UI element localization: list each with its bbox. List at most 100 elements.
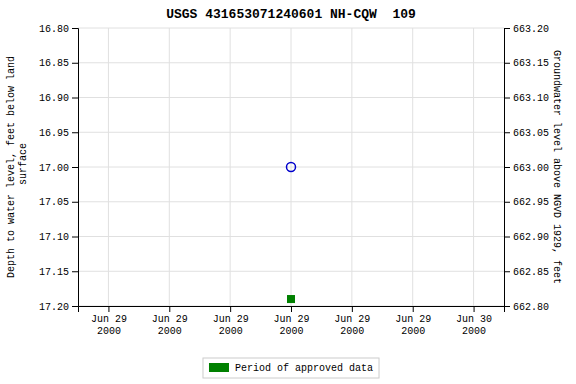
legend-item: Period of approved data: [209, 363, 373, 374]
tick-mark: [504, 63, 510, 64]
tick-label: 17.20: [39, 302, 69, 313]
tick-mark: [108, 306, 109, 312]
tick: 663.20: [504, 24, 549, 35]
tick-mark: [504, 237, 510, 238]
legend-swatch: [209, 363, 229, 372]
grid-line: [291, 28, 292, 306]
legend-frame: [203, 358, 379, 378]
tick-mark: [504, 167, 510, 168]
y2-axis: 663.20 663.15 663.10 663.05 663.00 662.95 662.…: [504, 24, 549, 313]
tick: 17.15: [39, 267, 78, 278]
tick-label: 16.90: [39, 93, 69, 104]
tick-label-line: Jun 29: [152, 314, 188, 325]
tick-mark: [72, 271, 78, 272]
series: [287, 163, 296, 172]
tick-label-line: Jun 29: [334, 314, 370, 325]
tick: Jun 302000: [456, 306, 492, 337]
tick: 16.95: [39, 128, 78, 139]
axis-line: [79, 307, 505, 313]
tick: 662.85: [504, 267, 549, 278]
tick-label: Jun 302000: [456, 314, 492, 337]
tick-mark: [72, 167, 78, 168]
tick-label: 16.95: [39, 128, 69, 139]
tick-mark: [72, 132, 78, 133]
tick: Jun 292000: [273, 306, 309, 337]
tick-label: 662.90: [513, 232, 549, 243]
tick-label-line: Jun 30: [456, 314, 492, 325]
tick-label: Jun 292000: [152, 314, 188, 337]
tick: 16.85: [39, 58, 78, 69]
tick-label-line: 2000: [340, 326, 364, 337]
tick-label: 17.05: [39, 197, 69, 208]
tick: 17.05: [39, 197, 78, 208]
tick-label: Jun 292000: [91, 314, 127, 337]
tick-mark: [474, 306, 475, 312]
tick-mark: [291, 306, 292, 312]
tick: Jun 292000: [395, 306, 431, 337]
plot: 16.80 16.85 16.90 16.95 17.00 17.05 17.10 17.15…: [39, 24, 549, 337]
tick-mark: [504, 271, 510, 272]
tick: 662.95: [504, 197, 549, 208]
tick-label: 663.20: [513, 24, 549, 35]
tick-label: Jun 292000: [395, 314, 431, 337]
marks: [287, 163, 296, 303]
tick-label: 662.95: [513, 197, 549, 208]
tick-label: 17.00: [39, 163, 69, 174]
tick-label: 662.80: [513, 302, 549, 313]
grid: [78, 28, 504, 306]
tick: 662.90: [504, 232, 549, 243]
tick-mark: [169, 306, 170, 312]
tick-mark: [504, 28, 510, 29]
y2-axis-title: Groundwater level above NGVD 1929, feet: [551, 50, 562, 284]
tick: 16.80: [39, 24, 78, 35]
tick-label-line: Jun 29: [213, 314, 249, 325]
tick-label-line: 2000: [462, 326, 486, 337]
tick-mark: [413, 306, 414, 312]
tick-label: 663.00: [513, 163, 549, 174]
grid-line: [108, 28, 109, 306]
tick-label: Jun 292000: [213, 314, 249, 337]
tick-label-line: Jun 29: [91, 314, 127, 325]
tick: 663.10: [504, 93, 549, 104]
tick-label: Jun 292000: [334, 314, 370, 337]
y-axis-title-line: surface: [18, 143, 29, 191]
tick-label-line: 2000: [279, 326, 303, 337]
axis-line: [72, 29, 79, 307]
tick-label: 16.80: [39, 24, 69, 35]
tick: Jun 292000: [152, 306, 188, 337]
background: [0, 0, 576, 384]
grid-line: [473, 28, 474, 306]
tick: 663.15: [504, 58, 549, 69]
tick-label-line: Jun 29: [395, 314, 431, 325]
tick-label-line: Jun 29: [273, 314, 309, 325]
tick: 663.05: [504, 128, 549, 139]
tick-label: 16.85: [39, 58, 69, 69]
grid-line: [412, 28, 413, 306]
tick: 17.20: [39, 302, 78, 313]
tick-label-line: 2000: [97, 326, 121, 337]
tick-label: Jun 292000: [273, 314, 309, 337]
chart: 16.80 16.85 16.90 16.95 17.00 17.05 17.10 17.15…: [0, 0, 576, 384]
tick: Jun 292000: [213, 306, 249, 337]
grid-line: [230, 28, 231, 306]
title: USGS 431653071240601 NH-CQW 109: [166, 7, 416, 22]
tick: 662.80: [504, 302, 549, 313]
tick-mark: [72, 28, 78, 29]
tick-mark: [352, 306, 353, 312]
tick-label-line: 2000: [401, 326, 425, 337]
legend-label: Period of approved data: [235, 363, 373, 374]
tick-label: 17.10: [39, 232, 69, 243]
tick-mark: [504, 98, 510, 99]
axis-line: [505, 29, 511, 307]
grid-line: [351, 28, 352, 306]
tick-label: 663.10: [513, 93, 549, 104]
tick-mark: [72, 63, 78, 64]
tick: Jun 292000: [91, 306, 127, 337]
tick-label: 663.15: [513, 58, 549, 69]
y-axis-title-line: Depth to water level, feet below land: [6, 56, 17, 278]
tick-label-line: 2000: [158, 326, 182, 337]
tick-label: 17.15: [39, 267, 69, 278]
legend: Period of approved data: [203, 358, 379, 378]
tick-mark: [504, 202, 510, 203]
y-axis-title: Depth to water level, feet below land su…: [6, 56, 29, 278]
